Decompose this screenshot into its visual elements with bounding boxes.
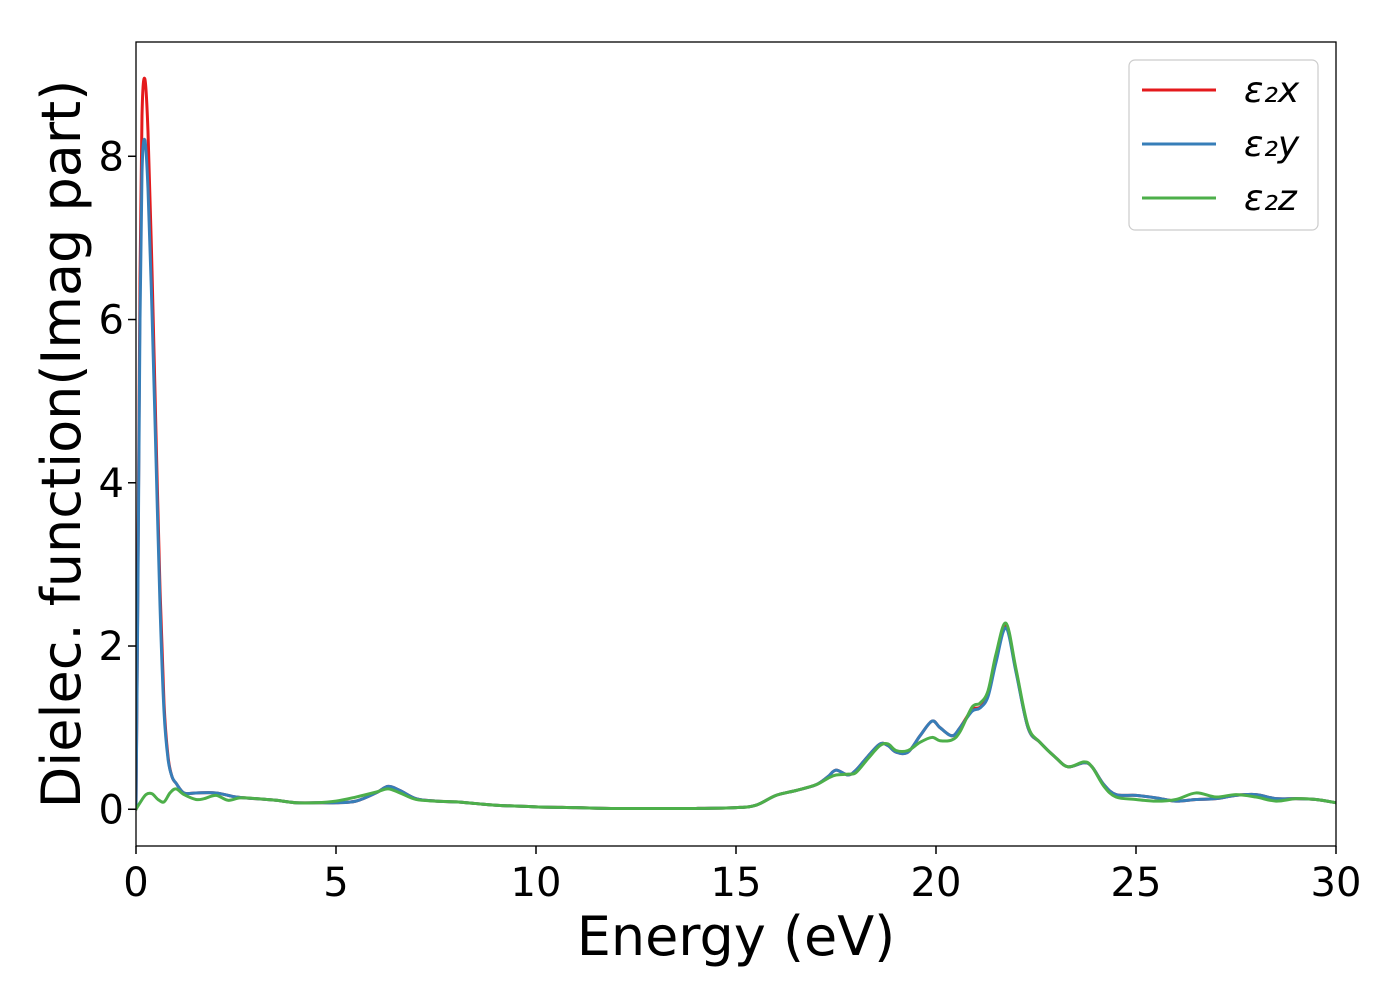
legend: ε₂x ε₂y ε₂z [1128, 59, 1319, 231]
legend-label-2: ε₂y [1244, 124, 1300, 165]
series-layer [136, 76, 1336, 811]
x-tick-label: 5 [323, 860, 348, 906]
y-tick-label: 0 [99, 787, 124, 833]
y-axis-title: Dielec. function(Imag part) [30, 80, 93, 809]
x-tick-label: 30 [1311, 860, 1362, 906]
x-tick-label: 15 [711, 860, 762, 906]
legend-box [1128, 59, 1319, 231]
x-tick-label: 10 [511, 860, 562, 906]
legend-label-1: ε₂x [1244, 70, 1300, 111]
y-tick-label: 4 [99, 461, 124, 507]
series-line-2 [136, 137, 1336, 811]
x-tick-label: 20 [911, 860, 962, 906]
ticks-layer: 0 5 10 15 20 25 30 0 2 4 6 8 [99, 134, 1362, 906]
legend-label-3: ε₂z [1244, 178, 1298, 219]
x-tick-label: 25 [1111, 860, 1162, 906]
x-axis-title: Energy (eV) [577, 905, 896, 968]
y-tick-label: 2 [99, 624, 124, 670]
series-line-3 [136, 621, 1336, 811]
y-tick-label: 8 [99, 134, 124, 180]
x-tick-label: 0 [123, 860, 148, 906]
y-tick-label: 6 [99, 298, 124, 344]
